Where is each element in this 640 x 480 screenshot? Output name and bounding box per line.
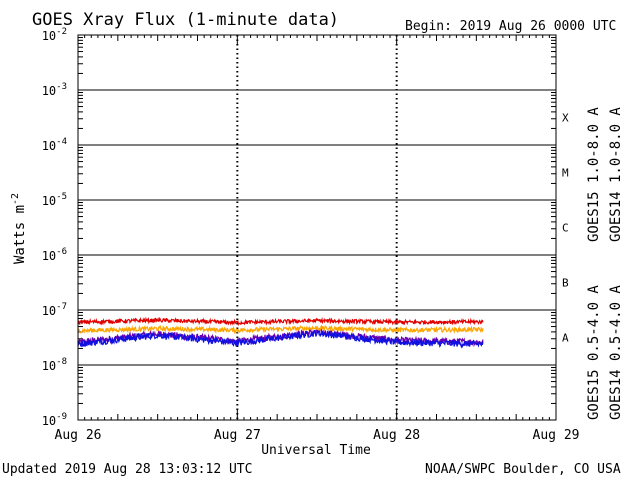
y-tick-label: 10-2 [42,27,67,43]
y-axis-label: Watts m-2 [10,193,28,264]
flare-class-label: A [562,332,569,345]
y-tick-label: 10-6 [42,247,67,263]
credit-text: NOAA/SWPC Boulder, CO USA [425,462,621,477]
plot-frame [77,34,557,421]
legend-goes14-long: GOES14 1.0-8.0 A [608,107,624,242]
x-axis-label: Universal Time [261,443,371,458]
y-tick-label: 10-4 [42,137,67,153]
y-tick-label: 10-8 [42,357,67,373]
y-tick-label: 10-9 [42,412,67,428]
begin-time: Begin: 2019 Aug 26 0000 UTC [405,19,616,34]
y-tick-label: 10-7 [42,302,67,318]
y-tick-label: 10-5 [42,192,67,208]
x-tick-label: Aug 28 [373,428,420,443]
legend-goes15-long: GOES15 1.0-8.0 A [586,107,602,242]
series-line [77,316,484,327]
chart-title: GOES Xray Flux (1-minute data) [32,10,339,30]
series-line [78,324,484,335]
x-tick-label: Aug 27 [214,428,261,443]
legend-goes14-short: GOES14 0.5-4.0 A [608,285,624,420]
flare-class-label: C [562,222,569,235]
legend-goes15-short: GOES15 0.5-4.0 A [586,285,602,420]
updated-timestamp: Updated 2019 Aug 28 13:03:12 UTC [2,462,252,477]
flare-class-label: B [562,277,569,290]
flare-class-label: X [562,112,569,125]
x-tick-label: Aug 29 [533,428,580,443]
plot-area: 10-9 10-8 10-7 10-6 10-5 10-4 10-3 10-2 Aug 26 Au… [42,27,580,443]
y-tick-label: 10-3 [42,82,67,98]
series-line [77,329,484,349]
flare-class-label: M [562,167,569,180]
x-tick-label: Aug 26 [55,428,102,443]
